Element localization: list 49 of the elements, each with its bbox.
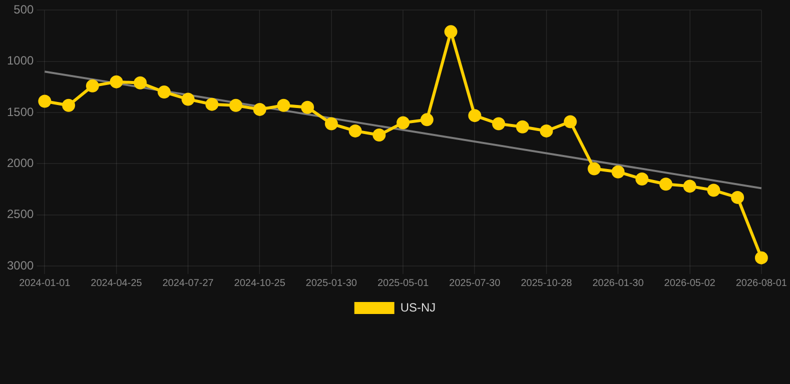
point <box>564 115 577 128</box>
x-tick-label: 2026-01-30 <box>592 278 644 289</box>
point <box>659 178 672 191</box>
x-tick-label: 2025-10-28 <box>520 278 572 289</box>
point <box>158 86 171 99</box>
point <box>324 117 338 130</box>
legend-label: US-NJ <box>400 300 436 314</box>
x-tick-label: 2024-07-27 <box>162 278 214 289</box>
point <box>468 109 482 122</box>
point <box>110 75 123 88</box>
point <box>205 98 218 111</box>
y-tick-label: 2000 <box>6 156 34 170</box>
point <box>588 162 601 176</box>
point <box>229 98 242 112</box>
x-tick-label: 2025-01-30 <box>306 278 358 289</box>
x-tick-label: 2024-04-25 <box>90 278 142 289</box>
point <box>444 25 458 38</box>
point <box>420 113 434 126</box>
point <box>253 102 266 116</box>
point <box>492 117 506 130</box>
point <box>754 251 768 264</box>
point <box>62 98 76 112</box>
point <box>38 94 52 108</box>
x-tick-label: 2024-01-01 <box>19 278 71 289</box>
y-tick-label: 2500 <box>6 207 34 222</box>
y-tick-label: 1000 <box>6 54 34 68</box>
point <box>372 128 386 142</box>
x-tick-label: 2025-05-01 <box>377 278 430 289</box>
point <box>182 92 195 106</box>
point <box>277 98 290 112</box>
point <box>707 184 720 197</box>
point <box>683 180 696 193</box>
point <box>516 120 530 134</box>
point <box>86 79 99 92</box>
y-tick-label: 3000 <box>6 258 34 272</box>
x-tick-label: 2025-07-30 <box>449 278 501 289</box>
point <box>396 116 410 130</box>
point <box>540 124 553 138</box>
point <box>300 100 314 114</box>
point <box>612 165 625 178</box>
y-tick-label: 1500 <box>6 104 34 119</box>
point <box>635 172 648 186</box>
x-tick-label: 2026-05-02 <box>664 278 716 289</box>
x-tick-label: 2026-08-01 <box>736 278 788 289</box>
point <box>348 124 362 138</box>
x-tick-label: 2024-10-25 <box>234 278 286 289</box>
y-tick-label: 500 <box>14 2 34 17</box>
point <box>134 76 147 90</box>
point <box>731 190 744 204</box>
